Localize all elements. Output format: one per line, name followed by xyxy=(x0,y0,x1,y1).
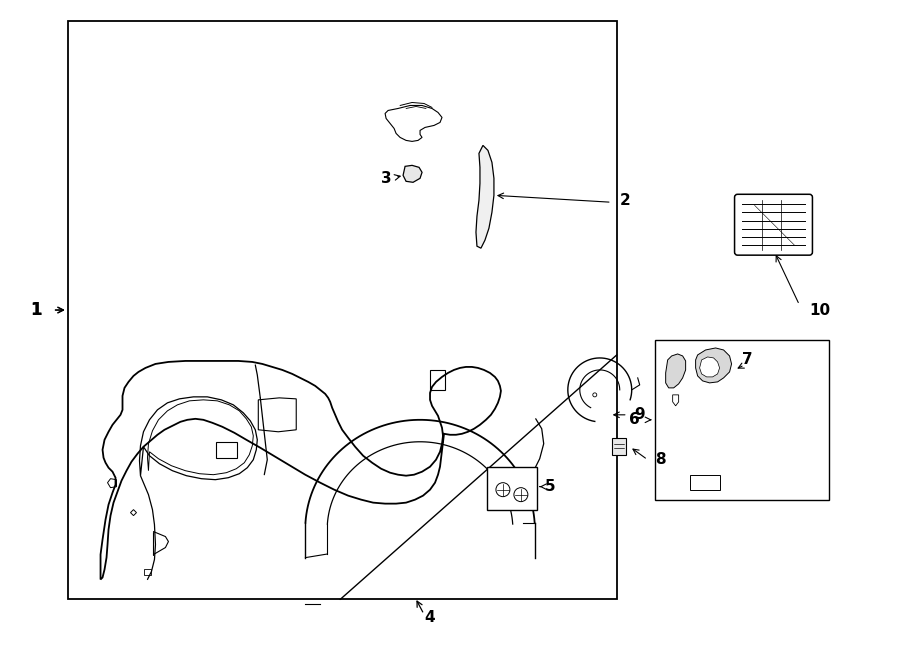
Polygon shape xyxy=(612,438,625,455)
Polygon shape xyxy=(101,361,501,580)
Polygon shape xyxy=(476,145,494,248)
Text: 3: 3 xyxy=(382,171,392,186)
Text: 4: 4 xyxy=(425,610,436,625)
Polygon shape xyxy=(666,354,686,388)
Text: 5: 5 xyxy=(544,479,555,494)
Text: 10: 10 xyxy=(809,303,831,317)
Polygon shape xyxy=(403,165,422,182)
Polygon shape xyxy=(696,348,732,383)
Circle shape xyxy=(496,483,510,496)
Polygon shape xyxy=(699,357,720,377)
Text: 9: 9 xyxy=(634,407,645,422)
Bar xyxy=(68,20,617,600)
Text: 6: 6 xyxy=(629,412,640,427)
Text: 1: 1 xyxy=(30,301,41,319)
Text: 7: 7 xyxy=(742,352,753,368)
Bar xyxy=(487,467,537,510)
Bar xyxy=(689,475,720,490)
Circle shape xyxy=(593,393,597,397)
Text: 8: 8 xyxy=(654,452,665,467)
FancyBboxPatch shape xyxy=(734,194,813,255)
Text: 2: 2 xyxy=(620,193,631,208)
Bar xyxy=(654,340,830,500)
Circle shape xyxy=(514,488,528,502)
Text: 1: 1 xyxy=(30,301,41,319)
